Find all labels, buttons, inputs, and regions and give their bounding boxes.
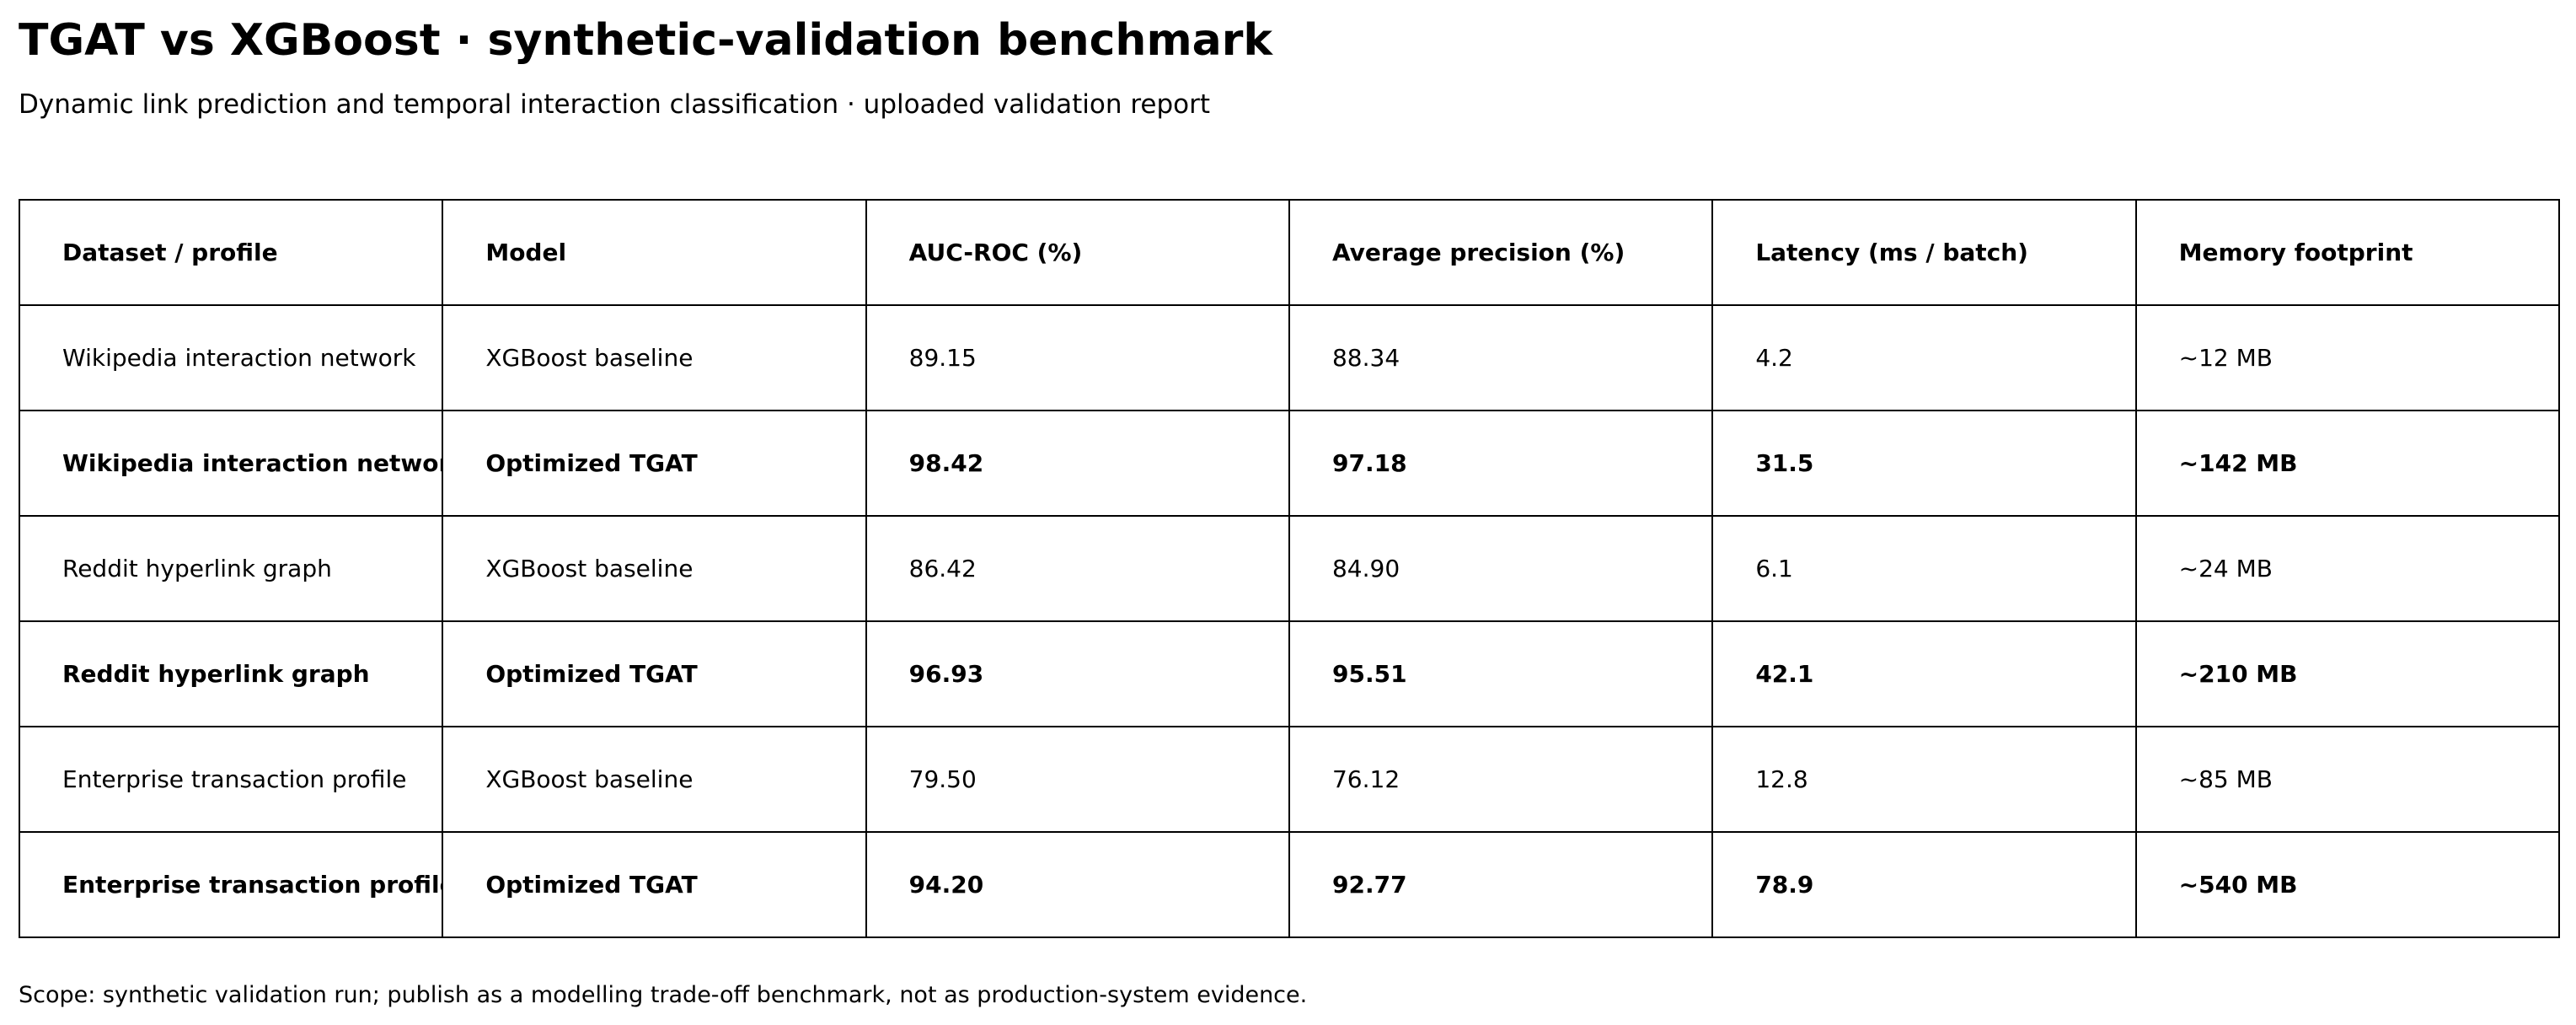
cell-dataset: Enterprise transaction profile [18,726,444,833]
benchmark-table: Dataset / profile Model AUC-ROC (%) Aver… [18,199,2561,938]
table-body: Wikipedia interaction network XGBoost bas… [18,304,2561,938]
cell-model: XGBoost baseline [442,515,867,622]
cell-model: Optimized TGAT [442,831,867,938]
cell-auc-roc: 96.93 [865,620,1290,727]
cell-memory: ~540 MB [2134,831,2561,938]
cell-auc-roc: 98.42 [865,410,1290,517]
cell-auc-roc: 79.50 [865,726,1290,833]
cell-latency: 6.1 [1711,515,2137,622]
cell-memory: ~12 MB [2134,304,2561,411]
cell-auc-roc: 86.42 [865,515,1290,622]
cell-dataset: Reddit hyperlink graph [18,515,444,622]
table-header-row: Dataset / profile Model AUC-ROC (%) Aver… [18,199,2561,306]
header-latency: Latency (ms / batch) [1711,199,2137,306]
table-row: Enterprise transaction profile Optimized … [18,831,2561,938]
cell-auc-roc: 89.15 [865,304,1290,411]
cell-latency: 42.1 [1711,620,2137,727]
page-footnote: Scope: synthetic validation run; publish… [19,982,1308,1008]
cell-dataset: Enterprise transaction profile [18,831,444,938]
cell-latency: 4.2 [1711,304,2137,411]
cell-dataset: Wikipedia interaction network [18,410,444,517]
cell-memory: ~24 MB [2134,515,2561,622]
table-row: Reddit hyperlink graph XGBoost baseline 86… [18,515,2561,622]
cell-memory: ~85 MB [2134,726,2561,833]
header-dataset: Dataset / profile [18,199,444,306]
header-model: Model [442,199,867,306]
table-row: Wikipedia interaction network XGBoost bas… [18,304,2561,411]
cell-dataset: Wikipedia interaction network [18,304,444,411]
cell-average-precision: 97.18 [1288,410,1714,517]
cell-dataset: Reddit hyperlink graph [18,620,444,727]
page-subtitle: Dynamic link prediction and temporal int… [19,89,1211,120]
table-row: Reddit hyperlink graph Optimized TGAT 96.9… [18,620,2561,727]
cell-average-precision: 88.34 [1288,304,1714,411]
cell-latency: 31.5 [1711,410,2137,517]
table-row: Wikipedia interaction network Optimized T… [18,410,2561,517]
cell-model: Optimized TGAT [442,620,867,727]
cell-auc-roc: 94.20 [865,831,1290,938]
cell-model: Optimized TGAT [442,410,867,517]
cell-average-precision: 76.12 [1288,726,1714,833]
cell-average-precision: 95.51 [1288,620,1714,727]
cell-model: XGBoost baseline [442,304,867,411]
cell-latency: 78.9 [1711,831,2137,938]
cell-memory: ~210 MB [2134,620,2561,727]
cell-latency: 12.8 [1711,726,2137,833]
cell-memory: ~142 MB [2134,410,2561,517]
page-title: TGAT vs XGBoost · synthetic-validation b… [19,15,1272,66]
cell-average-precision: 84.90 [1288,515,1714,622]
header-average-precision: Average precision (%) [1288,199,1714,306]
header-auc-roc: AUC-ROC (%) [865,199,1290,306]
header-memory: Memory footprint [2134,199,2561,306]
table-row: Enterprise transaction profile XGBoost ba… [18,726,2561,833]
cell-model: XGBoost baseline [442,726,867,833]
cell-average-precision: 92.77 [1288,831,1714,938]
